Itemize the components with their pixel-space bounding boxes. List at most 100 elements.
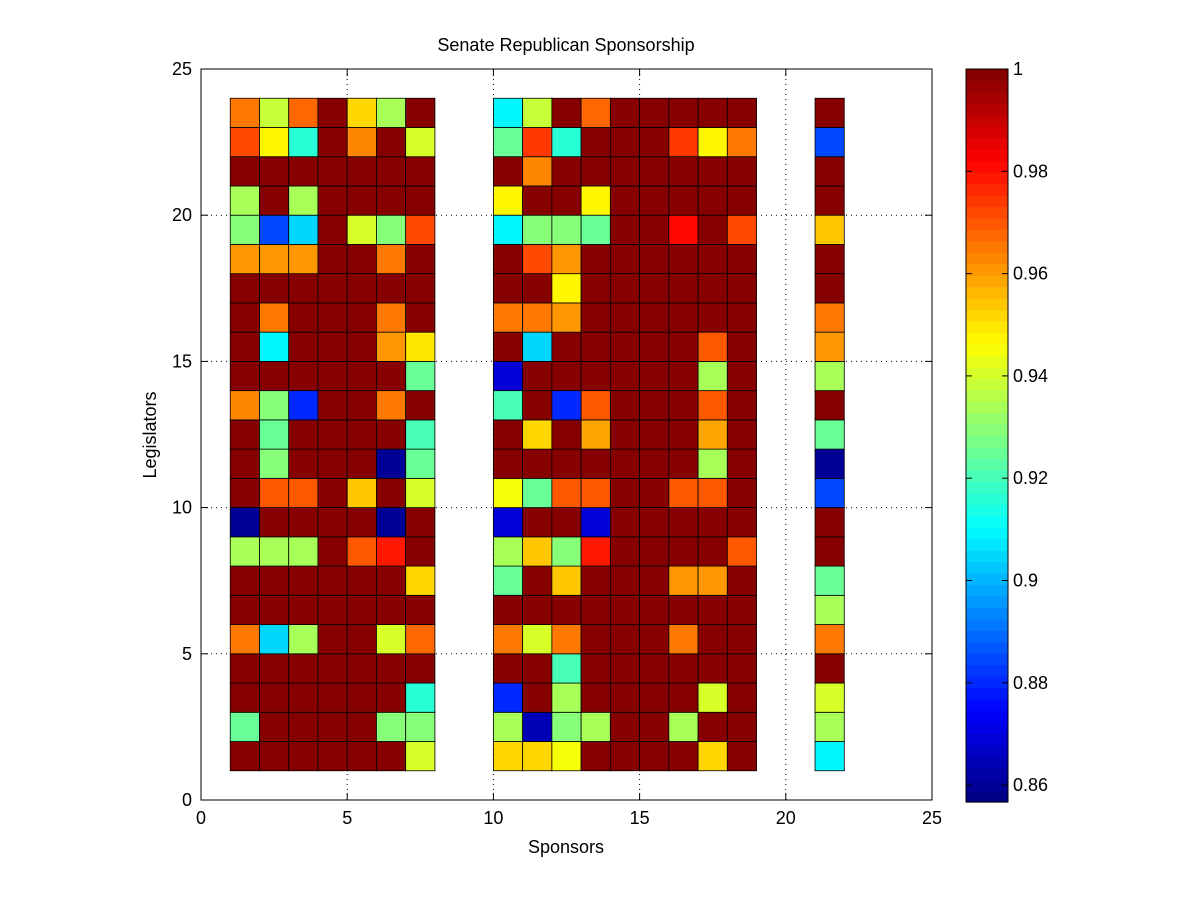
heatmap-cell <box>639 711 670 742</box>
heatmap-cell <box>580 477 611 508</box>
colorbar-tick-label: 0.88 <box>1013 673 1048 693</box>
heatmap-cell <box>639 536 670 567</box>
heatmap-cell <box>492 331 524 362</box>
heatmap-cell <box>551 741 582 772</box>
x-tick-label: 25 <box>922 808 942 828</box>
heatmap-cell <box>288 127 319 158</box>
heatmap-cell <box>492 273 524 304</box>
colorbar-segment <box>966 424 1008 437</box>
heatmap-cell <box>229 302 260 333</box>
y-tick-label: 10 <box>172 498 192 518</box>
heatmap-cell <box>376 741 407 772</box>
heatmap-cell <box>229 214 260 245</box>
heatmap-cell <box>580 156 611 187</box>
heatmap-cell <box>609 97 640 128</box>
heatmap-cell <box>259 448 290 479</box>
y-tick-label: 15 <box>172 351 192 371</box>
heatmap-cell <box>229 741 260 772</box>
colorbar-segment <box>966 275 1008 288</box>
heatmap-cell <box>580 273 611 304</box>
heatmap-cell <box>668 97 699 128</box>
heatmap-cell <box>346 273 377 304</box>
colorbar-segment <box>966 744 1008 757</box>
heatmap-cell <box>317 741 348 772</box>
heatmap-cell <box>317 711 348 742</box>
colorbar-tick-label: 1 <box>1013 59 1023 79</box>
heatmap-cell <box>639 653 670 684</box>
heatmap-cell <box>317 185 348 216</box>
colorbar-segment <box>966 103 1008 116</box>
heatmap-cell <box>229 594 260 625</box>
heatmap-cell <box>668 594 699 625</box>
heatmap-cell <box>814 507 845 538</box>
heatmap-cell <box>346 682 377 713</box>
colorbar-segment <box>966 653 1008 666</box>
heatmap-cell <box>697 594 728 625</box>
heatmap-cell <box>726 507 757 538</box>
heatmap-cell <box>405 536 436 567</box>
heatmap-cell <box>346 390 377 421</box>
heatmap-cell <box>551 390 582 421</box>
heatmap-cell <box>317 477 348 508</box>
heatmap-cell <box>580 711 611 742</box>
heatmap-cell <box>346 741 377 772</box>
heatmap-cell <box>580 419 611 450</box>
heatmap-cell <box>814 214 845 245</box>
colorbar-segment <box>966 91 1008 104</box>
heatmap-cell <box>288 448 319 479</box>
heatmap-cell <box>288 244 319 275</box>
colorbar-segment <box>966 172 1008 185</box>
heatmap-cell <box>405 741 436 772</box>
heatmap-cell <box>229 273 260 304</box>
heatmap-cell <box>259 477 290 508</box>
heatmap-cell <box>609 331 640 362</box>
colorbar-segment <box>966 481 1008 494</box>
heatmap-cell <box>229 244 260 275</box>
heatmap-cell <box>317 127 348 158</box>
colorbar: 0.86 0.88 0.9 0.92 0.94 0.96 0.98 1 <box>965 59 1048 803</box>
heatmap-cell <box>551 711 582 742</box>
heatmap-cell <box>551 302 582 333</box>
colorbar-segment <box>966 458 1008 471</box>
heatmap-cell <box>229 156 260 187</box>
heatmap-cell <box>317 565 348 596</box>
colorbar-tick-label: 0.94 <box>1013 366 1048 386</box>
heatmap-cell <box>229 507 260 538</box>
heatmap-cell <box>259 653 290 684</box>
heatmap-cell <box>580 360 611 392</box>
heatmap-cell <box>639 419 670 450</box>
heatmap-cell <box>814 390 845 421</box>
colorbar-segment <box>966 698 1008 711</box>
heatmap-cell <box>697 682 728 713</box>
heatmap-cell <box>639 127 670 158</box>
heatmap-cell <box>288 419 319 450</box>
heatmap-cell <box>288 331 319 362</box>
heatmap-cell <box>814 97 845 128</box>
heatmap-cell <box>229 624 260 655</box>
heatmap-cell <box>609 741 640 772</box>
heatmap-cell <box>580 536 611 567</box>
heatmap-cell <box>288 507 319 538</box>
colorbar-segment <box>966 217 1008 230</box>
heatmap-cell <box>376 302 407 333</box>
heatmap-cell <box>580 448 611 479</box>
heatmap-cell <box>346 244 377 275</box>
heatmap-cell <box>259 390 290 421</box>
heatmap-cell <box>522 682 553 713</box>
heatmap-cell <box>346 477 377 508</box>
heatmap-cell <box>580 97 611 128</box>
heatmap-cell <box>259 97 290 128</box>
heatmap-cell <box>317 360 348 392</box>
colorbar-segment <box>966 252 1008 265</box>
chart-title: Senate Republican Sponsorship <box>437 35 694 55</box>
colorbar-segment <box>966 721 1008 734</box>
heatmap-cell <box>668 536 699 567</box>
heatmap-cell <box>229 565 260 596</box>
colorbar-segment <box>966 779 1008 792</box>
heatmap-cell <box>639 682 670 713</box>
heatmap-cell <box>288 711 319 742</box>
x-tick-label: 15 <box>630 808 650 828</box>
heatmap-cell <box>405 97 436 128</box>
heatmap-cell <box>229 682 260 713</box>
heatmap-cell <box>697 653 728 684</box>
